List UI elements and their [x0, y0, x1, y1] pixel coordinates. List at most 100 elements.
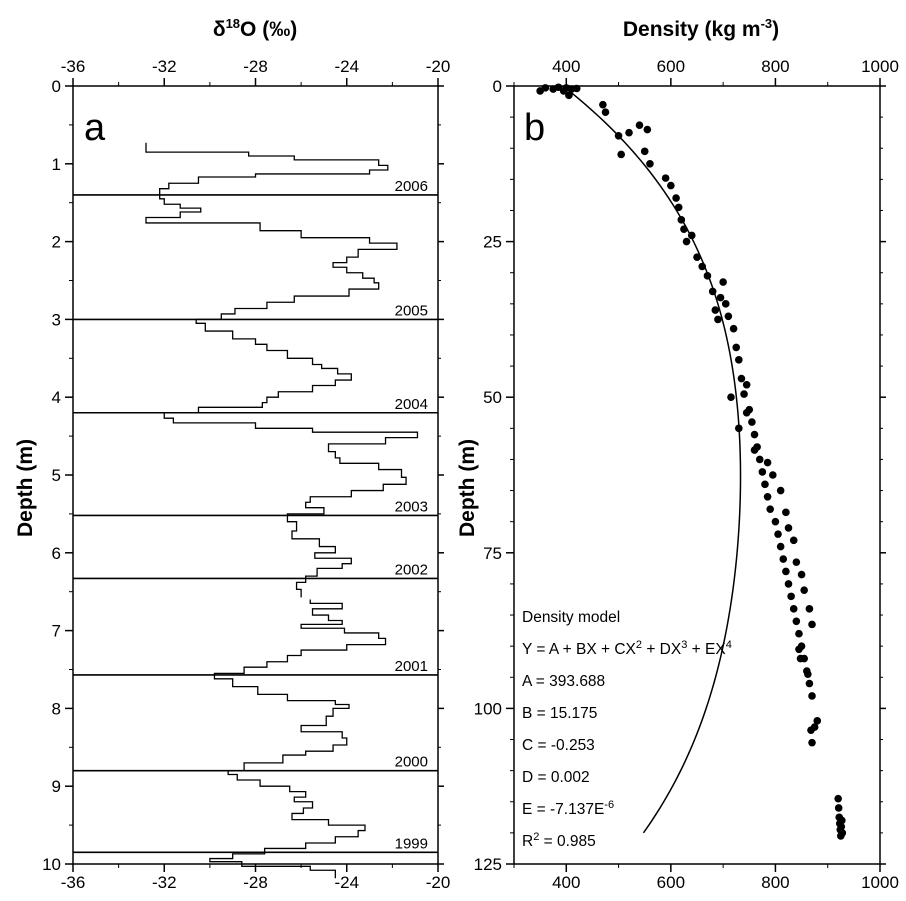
density-point — [808, 738, 816, 747]
density-point — [779, 555, 788, 563]
d18o-profile-upper — [145, 142, 419, 598]
a-ytick-label: 5 — [52, 466, 61, 485]
density-point — [674, 203, 683, 212]
density-point — [774, 530, 782, 538]
density-point — [838, 829, 847, 837]
density-point — [680, 225, 688, 233]
b-ytick-label: 100 — [474, 699, 502, 718]
b-xtick-label-top: 600 — [657, 57, 685, 76]
density-point — [646, 160, 654, 168]
panel-b-title-sup: -3 — [761, 16, 773, 31]
density-point — [748, 418, 756, 426]
eq-sup-4: 4 — [726, 639, 732, 651]
year-label-2001: 2001 — [395, 658, 428, 675]
panel-b-frame — [513, 85, 881, 865]
density-point — [805, 679, 814, 688]
density-point — [795, 645, 803, 654]
density-point — [625, 128, 633, 137]
a-xtick-label-top: -20 — [426, 57, 451, 76]
density-point — [771, 517, 780, 526]
model-r2-r: R — [522, 833, 533, 850]
model-c: C = -0.253 — [522, 737, 595, 754]
a-ytick-label: 2 — [52, 233, 61, 252]
density-point — [784, 580, 793, 588]
eq-sup-2: 2 — [636, 639, 642, 651]
b-ytick-label: 75 — [483, 544, 502, 563]
density-point — [599, 100, 607, 109]
density-point — [837, 822, 846, 831]
a-ytick-label: 8 — [52, 699, 61, 718]
model-a: A = 393.688 — [522, 673, 605, 690]
density-point — [727, 393, 735, 402]
year-label-2004: 2004 — [395, 396, 428, 413]
density-point — [810, 723, 819, 731]
panel-b: Density (kg m-3) Depth (m) 400 400 600 600 8… — [456, 16, 899, 892]
density-point — [834, 794, 842, 803]
density-point — [541, 84, 550, 92]
density-point — [769, 471, 777, 479]
density-point — [792, 617, 801, 626]
density-point — [565, 91, 573, 100]
density-point — [782, 567, 790, 576]
density-point — [724, 312, 733, 321]
density-point — [740, 390, 748, 398]
panel-b-ticks: 400 400 600 600 800 800 1000 1000 0 25 50 75 100 125 — [474, 57, 899, 892]
a-xtick-label-top: -32 — [152, 57, 177, 76]
b-xtick-label-top: 1000 — [861, 57, 899, 76]
panel-a-frame — [72, 85, 439, 865]
panel-a-title-rest: O (‰) — [240, 18, 297, 41]
density-point — [643, 125, 652, 134]
panel-b-letter: b — [524, 107, 545, 149]
a-ytick-label: 7 — [52, 622, 61, 641]
a-ytick-label: 0 — [52, 77, 61, 96]
b-xtick-label-bottom: 600 — [657, 873, 685, 892]
panel-b-title-main: Density (kg m — [623, 18, 761, 41]
density-point — [761, 480, 769, 489]
model-d: D = 0.002 — [522, 769, 590, 786]
model-b: B = 15.175 — [522, 705, 597, 722]
density-point — [682, 237, 691, 246]
model-e: E = -7.137E-6 — [522, 799, 614, 818]
density-point — [838, 816, 846, 825]
panel-a-letter: a — [84, 107, 106, 149]
density-point — [693, 253, 701, 261]
b-xtick-label-bottom: 1000 — [861, 873, 899, 892]
density-point — [640, 147, 649, 156]
density-point — [703, 272, 712, 280]
density-point — [797, 570, 806, 579]
panel-a-title: δ18O (‰) — [213, 16, 297, 41]
density-point — [721, 300, 730, 308]
density-point — [805, 605, 814, 613]
density-point — [750, 446, 759, 454]
year-label-2003: 2003 — [395, 498, 428, 515]
year-label-2000: 2000 — [395, 754, 428, 771]
density-point — [572, 84, 581, 93]
density-point — [776, 486, 785, 495]
density-point — [635, 121, 644, 130]
a-xtick-label-bottom: -36 — [61, 873, 86, 892]
density-point — [661, 174, 670, 182]
density-point — [672, 194, 680, 202]
density-point — [737, 374, 746, 383]
density-point — [766, 505, 774, 514]
density-point — [614, 131, 623, 140]
a-ytick-label: 10 — [42, 855, 61, 874]
b-ytick-label: 0 — [493, 77, 502, 96]
d18o-profile-lower — [209, 599, 387, 879]
panel-a-title-main: δ — [213, 18, 226, 41]
b-xtick-label-bottom: 400 — [552, 873, 580, 892]
density-point — [758, 468, 767, 476]
density-point — [763, 458, 772, 467]
eq-sup-3: 3 — [681, 639, 687, 651]
a-ytick-label: 6 — [52, 544, 61, 563]
b-ytick-label: 50 — [483, 388, 502, 407]
panel-a-title-sup: 18 — [226, 16, 240, 31]
panel-b-title: Density (kg m-3) — [623, 16, 779, 41]
density-point — [804, 670, 812, 678]
b-xtick-label-bottom: 800 — [761, 873, 789, 892]
model-heading: Density model — [522, 609, 620, 626]
panel-b-title-rest: ) — [772, 18, 779, 41]
density-point — [789, 605, 798, 613]
density-point — [796, 654, 805, 663]
density-point — [667, 181, 675, 190]
